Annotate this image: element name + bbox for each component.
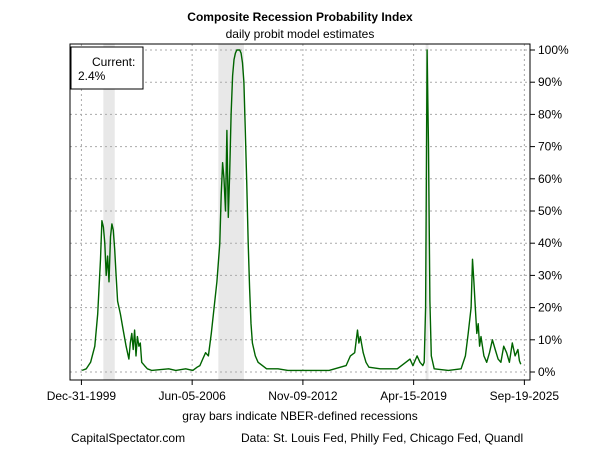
x-tick-label: Nov-09-2012 <box>268 389 338 403</box>
x-tick-label: Sep-19-2025 <box>490 389 560 403</box>
callout-value: 2.4% <box>78 69 106 83</box>
callout-box <box>70 46 144 90</box>
data-sources-label: Data: St. Louis Fed, Philly Fed, Chicago… <box>241 431 524 445</box>
y-tick-label: 90% <box>538 75 562 89</box>
recession-bar <box>103 44 115 380</box>
chart-title: Composite Recession Probability Index <box>187 10 413 24</box>
x-tick-label: Jun-05-2006 <box>158 389 226 403</box>
y-tick-label: 0% <box>538 365 556 379</box>
source-site-label: CapitalSpectator.com <box>71 431 186 445</box>
recession-bar <box>425 44 429 380</box>
y-tick-label: 100% <box>538 43 569 57</box>
y-tick-label: 60% <box>538 172 562 186</box>
callout-label: Current: <box>92 55 135 69</box>
y-tick-label: 20% <box>538 301 562 315</box>
current-value-callout: Current: 2.4% <box>70 46 144 90</box>
chart-subtitle: daily probit model estimates <box>225 27 375 41</box>
recession-bar <box>218 44 244 380</box>
y-tick-label: 70% <box>538 140 562 154</box>
recession-probability-line <box>81 49 522 372</box>
x-tick-label: Dec-31-1999 <box>47 389 117 403</box>
y-tick-label: 30% <box>538 268 562 282</box>
x-axis-label: gray bars indicate NBER-defined recessio… <box>182 409 418 423</box>
y-tick-label: 10% <box>538 333 562 347</box>
x-tick-label: Apr-15-2019 <box>380 389 447 403</box>
y-tick-label: 80% <box>538 107 562 121</box>
y-tick-label: 50% <box>538 204 562 218</box>
y-tick-label: 40% <box>538 236 562 250</box>
plot-frame <box>69 43 531 381</box>
